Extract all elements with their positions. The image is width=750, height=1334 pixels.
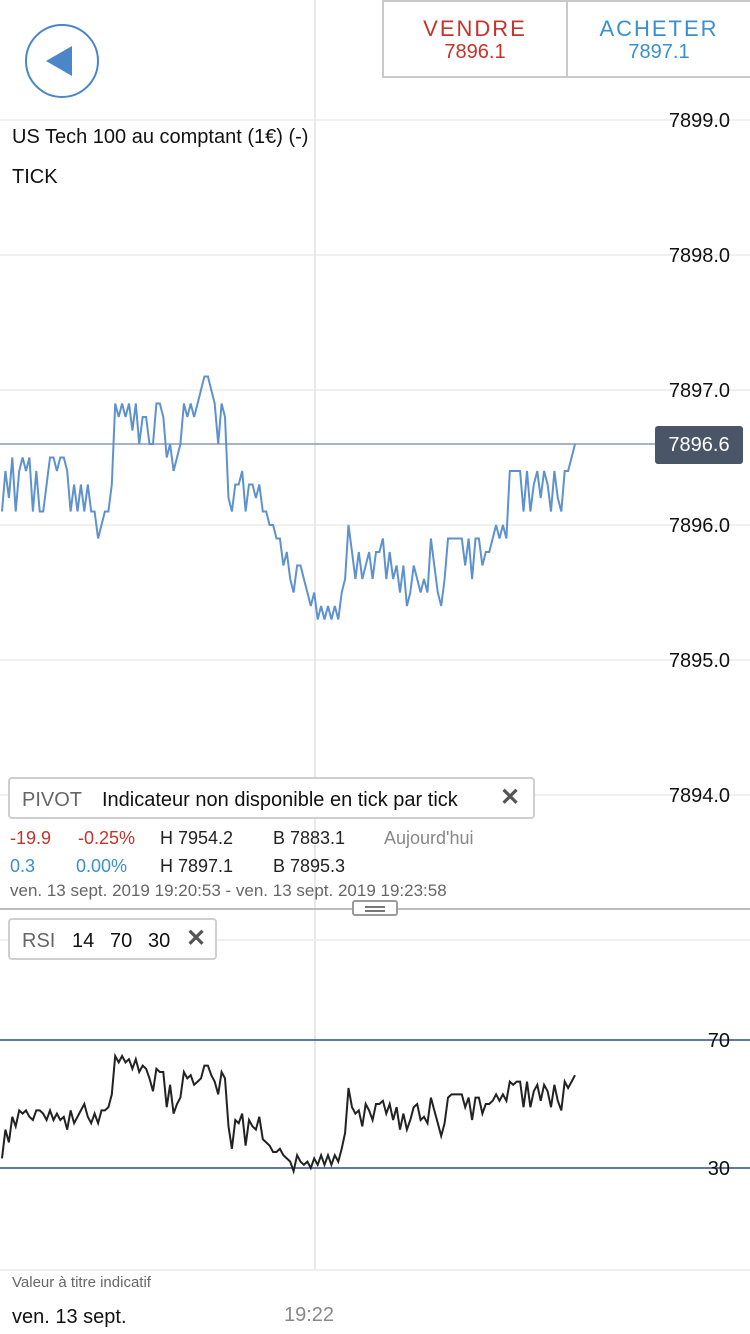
rsi-tick-label: 30 (708, 1158, 730, 1180)
resize-handle[interactable] (352, 900, 398, 916)
date-label: ven. 13 sept. (0, 1300, 148, 1334)
date-range: ven. 13 sept. 2019 19:20:53 - ven. 13 se… (10, 881, 447, 900)
buy-button[interactable]: ACHETER 7897.1 (566, 0, 750, 78)
sell-price: 7896.1 (444, 41, 506, 63)
buy-price: 7897.1 (628, 41, 690, 63)
buy-label: ACHETER (599, 16, 719, 41)
price-series-line (1, 375, 576, 620)
day-change-pct: -0.25% (78, 828, 136, 848)
range-low: B 7895.3 (273, 856, 346, 876)
day-low: B 7883.1 (273, 828, 346, 848)
rsi-period: 14 (72, 930, 95, 952)
pivot-indicator-chip[interactable]: PIVOT Indicateur non disponible en tick … (8, 777, 535, 819)
close-icon[interactable]: ✕ (500, 784, 521, 811)
rsi-upper: 70 (110, 930, 133, 952)
day-high: H 7954.2 (160, 828, 234, 848)
back-button[interactable] (25, 24, 99, 98)
timeframe-label: TICK (12, 166, 58, 188)
price-tick-label: 7899.0 (669, 110, 730, 132)
price-tick-label: 7894.0 (669, 785, 730, 807)
rsi-tick-label: 70 (708, 1030, 730, 1052)
sell-button[interactable]: VENDRE 7896.1 (382, 0, 568, 78)
disclaimer: Valeur à titre indicatif (12, 1274, 151, 1291)
day-change: -19.9 (10, 828, 52, 848)
price-tick-label: 7898.0 (669, 245, 730, 267)
instrument-name: US Tech 100 au comptant (1€) (-) (12, 126, 309, 148)
price-tick-label: 7895.0 (669, 650, 730, 672)
price-tick-label: 7897.0 (669, 380, 730, 402)
rsi-grid (0, 939, 750, 1271)
sell-label: VENDRE (423, 16, 527, 41)
pivot-message: Indicateur non disponible en tick par ti… (102, 789, 458, 811)
rsi-axis-labels: 70 30 (708, 1030, 730, 1180)
current-price-tag: 7896.6 (655, 426, 743, 464)
rsi-series-line (1, 1052, 576, 1175)
rsi-lower: 30 (148, 930, 171, 952)
back-arrow-icon (46, 46, 72, 76)
rsi-indicator-chip[interactable]: RSI 14 70 30 ✕ (8, 918, 217, 960)
pivot-name: PIVOT (22, 789, 83, 811)
range-high: H 7897.1 (160, 856, 234, 876)
period-label: Aujourd'hui (384, 828, 474, 848)
range-change-pct: 0.00% (76, 856, 128, 876)
time-axis-label: 19:22 (284, 1304, 335, 1326)
price-tick-label: 7896.0 (669, 515, 730, 537)
range-change: 0.3 (10, 856, 36, 876)
price-axis-labels: 7899.0 7898.0 7897.0 7896.0 7895.0 7894.0 (669, 110, 730, 807)
close-icon[interactable]: ✕ (186, 925, 207, 952)
rsi-name: RSI (22, 930, 56, 952)
